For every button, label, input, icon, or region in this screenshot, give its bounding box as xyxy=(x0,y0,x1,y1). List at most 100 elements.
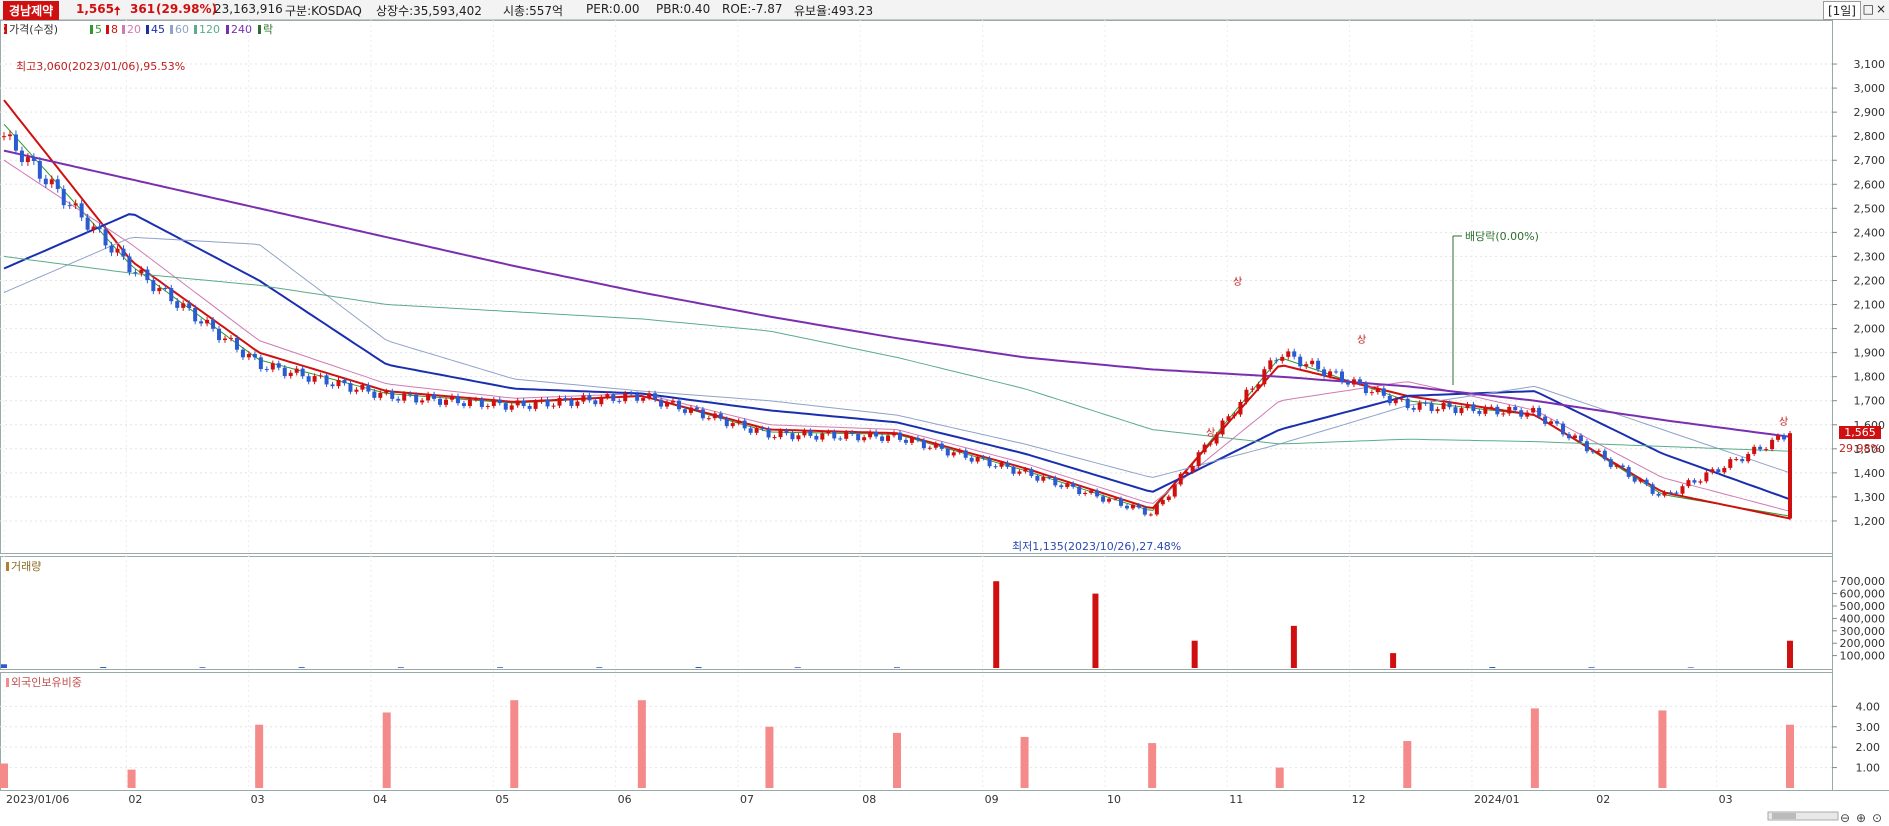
volume-bar xyxy=(1290,625,1297,668)
candle xyxy=(497,397,502,406)
candle xyxy=(1196,450,1201,469)
candle xyxy=(1477,408,1482,417)
candle xyxy=(408,391,413,398)
candle xyxy=(1232,412,1237,419)
candle xyxy=(91,223,96,234)
candle xyxy=(981,454,986,461)
maximize-icon[interactable]: □ xyxy=(1862,2,1874,16)
foreign-tick-label: 4.00 xyxy=(1856,700,1881,713)
price-tick-label: 1,800 xyxy=(1854,371,1886,384)
scroll-thumb[interactable] xyxy=(1772,813,1796,819)
price-tick-label: 2,000 xyxy=(1854,323,1886,336)
candle xyxy=(700,406,705,421)
candle xyxy=(1525,410,1530,420)
candle xyxy=(348,380,353,395)
limit-up-marker: 상 xyxy=(1233,276,1242,288)
candle xyxy=(330,381,335,389)
candle xyxy=(1662,490,1667,498)
candle xyxy=(1483,404,1488,417)
foreign-ratio-bar xyxy=(510,700,519,788)
candle xyxy=(1644,477,1649,487)
candle xyxy=(933,441,938,450)
candle xyxy=(1423,400,1428,407)
candle xyxy=(1107,496,1112,504)
candle xyxy=(1435,406,1440,414)
candle xyxy=(1274,357,1279,364)
candle xyxy=(1453,404,1458,416)
volume-bar xyxy=(1390,653,1397,668)
candle xyxy=(1202,442,1207,455)
candle xyxy=(1465,401,1470,411)
scroll-bar[interactable] xyxy=(1767,811,1839,821)
x-axis-label: 02 xyxy=(1596,793,1610,806)
candle xyxy=(665,400,670,409)
zoom-out-icon[interactable]: ⊖ xyxy=(1840,811,1850,825)
candle xyxy=(1381,385,1386,399)
legend-marker-5 xyxy=(194,25,197,34)
candle xyxy=(294,365,299,376)
candle xyxy=(1089,488,1094,495)
candle xyxy=(1011,464,1016,476)
candle xyxy=(915,435,920,443)
price-change-pct: (29.98%) xyxy=(156,2,217,16)
candle xyxy=(1310,358,1315,367)
candle xyxy=(1441,400,1446,412)
stock-chart[interactable]: ⊖ ⊕ ⊙ 가격(수정) 5 8 20 45 60 120 240 락 3,100 3,000 2… xyxy=(0,20,1889,826)
legend-marker-0 xyxy=(90,25,93,34)
last-price-pct: 29.98% xyxy=(1839,442,1881,455)
candle xyxy=(1752,444,1757,457)
volume-bar xyxy=(794,667,801,668)
candle xyxy=(509,402,514,413)
candle xyxy=(874,429,879,439)
candle xyxy=(1549,418,1554,427)
candle xyxy=(575,399,580,409)
candle xyxy=(844,429,849,442)
candle xyxy=(97,223,102,233)
candle xyxy=(1250,386,1255,393)
candle xyxy=(927,445,932,451)
candle xyxy=(527,403,532,412)
x-axis-label: 2024/01 xyxy=(1474,793,1520,806)
candle xyxy=(13,130,18,155)
market-cap: 시총:557억 xyxy=(503,4,564,18)
foreign-ratio-bar xyxy=(382,712,391,788)
period-button[interactable]: [1일] xyxy=(1822,1,1861,20)
price-tick-label: 1,300 xyxy=(1854,491,1886,504)
candle xyxy=(1447,400,1452,410)
candle xyxy=(461,400,466,409)
candle xyxy=(957,448,962,455)
close-icon[interactable]: × xyxy=(1875,2,1886,16)
candle xyxy=(402,391,407,404)
candle xyxy=(151,276,156,295)
volume-bar xyxy=(1,664,7,668)
candle xyxy=(1345,379,1350,388)
legend-marker-6 xyxy=(226,25,229,34)
foreign-tick-label: 3.00 xyxy=(1856,721,1881,734)
candle xyxy=(1543,414,1548,427)
candle xyxy=(223,335,228,343)
candle xyxy=(599,394,604,407)
candle xyxy=(1602,448,1607,462)
candle xyxy=(1035,473,1040,483)
ma-line-240 xyxy=(3,149,1791,438)
price-tick-label: 2,800 xyxy=(1854,130,1886,143)
candle xyxy=(479,396,484,410)
candle xyxy=(1304,361,1309,370)
zoom-reset-icon[interactable]: ⊙ xyxy=(1872,811,1882,825)
candle xyxy=(856,431,861,443)
candle xyxy=(868,429,873,440)
roe-value: ROE:-7.87 xyxy=(722,2,783,16)
candle xyxy=(1077,484,1082,496)
volume-value: 23,163,916 xyxy=(214,2,283,16)
candle xyxy=(444,397,449,408)
zoom-in-icon[interactable]: ⊕ xyxy=(1856,811,1866,825)
candle xyxy=(1626,465,1631,479)
stock-name[interactable]: 경남제약 xyxy=(3,1,60,20)
candle xyxy=(1298,353,1303,370)
candle xyxy=(1005,460,1010,469)
candle xyxy=(1357,376,1362,386)
candle xyxy=(318,372,323,379)
candle xyxy=(802,428,807,438)
candle xyxy=(121,245,126,260)
candle xyxy=(372,389,377,401)
